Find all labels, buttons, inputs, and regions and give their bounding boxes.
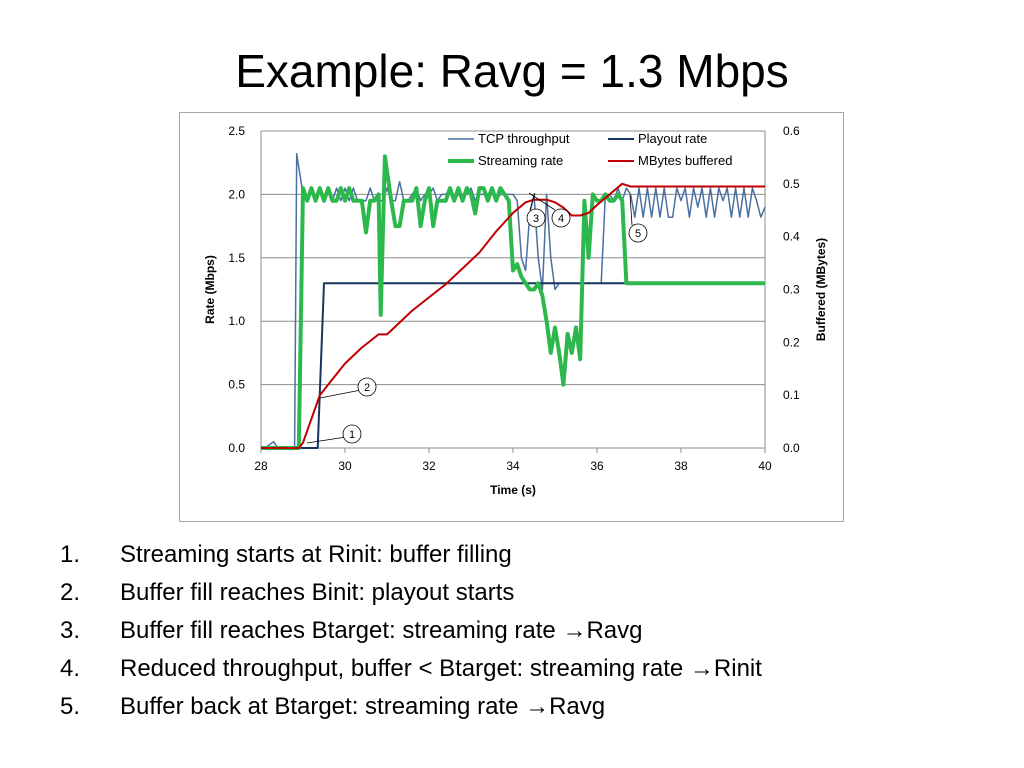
- bullet-item: 5. Buffer back at Btarget: streaming rat…: [60, 688, 1000, 726]
- y2-axis-label: Buffered (MBytes): [814, 238, 828, 341]
- streaming-rate-line: [261, 154, 765, 450]
- mbytes-buffered-line: [261, 182, 765, 449]
- bullet-item: 4. Reduced throughput, buffer < Btarget:…: [60, 650, 1000, 688]
- bullet-number: 5.: [60, 693, 81, 720]
- annotation-label: 5: [635, 228, 641, 240]
- bullet-text: Buffer fill reaches Binit: playout start…: [120, 579, 515, 606]
- annotation-marker: [628, 223, 648, 243]
- annotation-label: 2: [364, 382, 370, 394]
- arrow-right-icon: →: [689, 655, 714, 682]
- annotation-pointer: [528, 192, 556, 211]
- annotation-marker: [357, 377, 377, 397]
- annotation-pointer: [306, 436, 347, 444]
- y2-tick-label: 0.4: [783, 230, 800, 244]
- y2-tick-label: 0.6: [783, 124, 800, 138]
- annotation-label: 4: [558, 213, 564, 225]
- x-tick-label: 34: [506, 459, 520, 473]
- legend-label: TCP throughput: [478, 131, 570, 146]
- x-tick-label: 28: [254, 459, 268, 473]
- bullet-item: 3. Buffer fill reaches Btarget: streamin…: [60, 612, 1000, 650]
- bullet-number: 2.: [60, 579, 81, 606]
- y-tick-label: 2.5: [228, 124, 245, 138]
- x-tick-label: 38: [674, 459, 688, 473]
- bullet-number: 4.: [60, 655, 81, 682]
- y-tick-label: 1.5: [228, 251, 245, 265]
- annotation-label: 3: [533, 213, 539, 225]
- arrow-right-icon: →: [525, 693, 550, 720]
- y-tick-label: 1.0: [228, 314, 245, 328]
- bullet-text: Streaming starts at Rinit: buffer fillin…: [120, 541, 512, 568]
- bullet-text: Reduced throughput, buffer < Btarget: st…: [120, 655, 762, 682]
- arrow-right-icon: →: [562, 617, 587, 644]
- annotation-marker: [342, 424, 362, 444]
- playout-rate-line: [261, 282, 765, 449]
- slide-title: Example: Ravg = 1.3 Mbps: [235, 45, 789, 97]
- y2-tick-label: 0.2: [783, 335, 800, 349]
- annotation-pointer: [529, 192, 536, 211]
- y-tick-label: 0.5: [228, 378, 245, 392]
- x-tick-label: 32: [422, 459, 436, 473]
- x-axis-label: Time (s): [490, 483, 536, 497]
- y2-tick-label: 0.1: [783, 388, 800, 402]
- legend-label: MBytes buffered: [638, 153, 732, 168]
- bullet-list: 1. Streaming starts at Rinit: buffer fil…: [60, 536, 1000, 726]
- y2-tick-label: 0.0: [783, 441, 800, 455]
- x-tick-label: 30: [338, 459, 352, 473]
- annotation-pointer: [629, 194, 633, 226]
- annotation-label: 1: [349, 429, 355, 441]
- x-tick-label: 40: [758, 459, 772, 473]
- legend-label: Streaming rate: [478, 153, 563, 168]
- bullet-number: 3.: [60, 617, 81, 644]
- annotation-marker: [526, 208, 546, 228]
- annotation-marker: [551, 208, 571, 228]
- y2-tick-label: 0.3: [783, 283, 800, 297]
- chart-svg: 0.0 0.5 1.0 1.5 2.0 2.5 0.0 0.1 0.2 0.3 0.4 0.5 0.6 2…: [203, 124, 828, 497]
- y-tick-label: 0.0: [228, 441, 245, 455]
- x-tick-label: 36: [590, 459, 604, 473]
- bullet-text: Buffer back at Btarget: streaming rate →…: [120, 693, 606, 720]
- legend-label: Playout rate: [638, 131, 707, 146]
- bullet-number: 1.: [60, 541, 81, 568]
- chart-container: 0.0 0.5 1.0 1.5 2.0 2.5 0.0 0.1 0.2 0.3 0.4 0.5 0.6 2…: [179, 112, 844, 522]
- y-tick-label: 2.0: [228, 187, 245, 201]
- y2-tick-label: 0.5: [783, 177, 800, 191]
- bullet-text: Buffer fill reaches Btarget: streaming r…: [120, 617, 643, 644]
- y-axis-label: Rate (Mbps): [203, 255, 217, 324]
- bullet-item: 2. Buffer fill reaches Binit: playout st…: [60, 574, 1000, 612]
- annotation-pointer: [319, 389, 362, 399]
- bullet-item: 1. Streaming starts at Rinit: buffer fil…: [60, 536, 1000, 574]
